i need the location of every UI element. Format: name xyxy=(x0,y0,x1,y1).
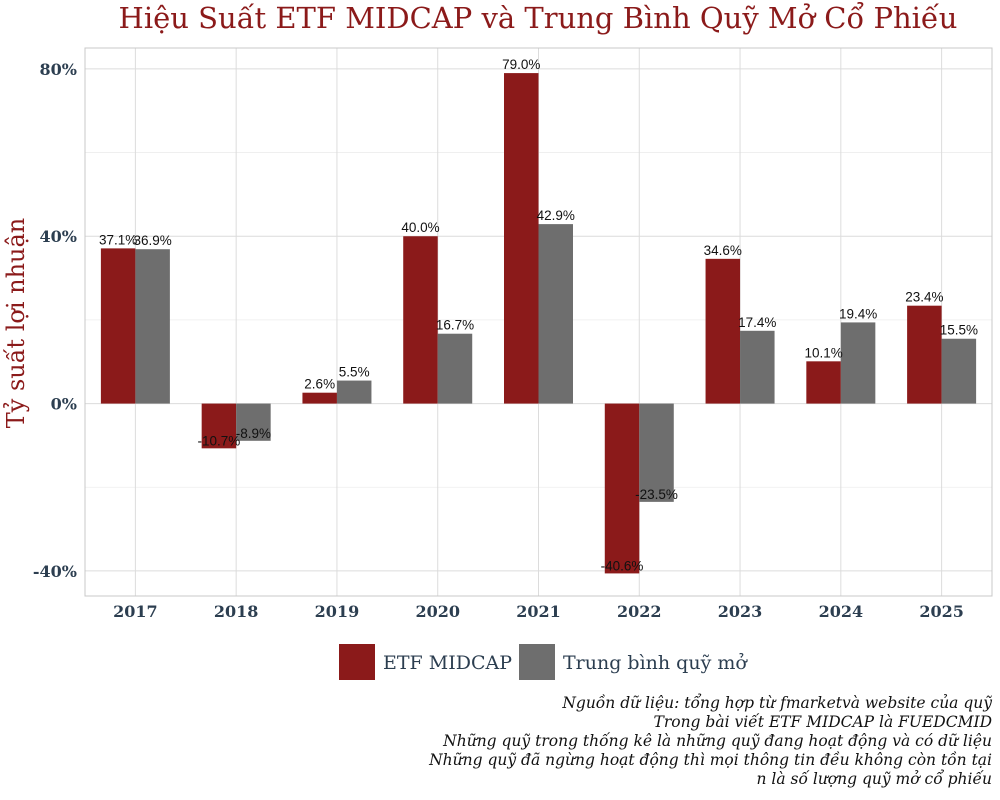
legend-label-etf-midcap: ETF MIDCAP xyxy=(383,652,512,674)
bar-etf-midcap-2024 xyxy=(806,361,841,404)
x-tick-label: 2017 xyxy=(113,602,158,621)
data-label: 10.1% xyxy=(804,345,842,360)
y-tick-label: -40% xyxy=(33,562,77,581)
y-tick-label: 0% xyxy=(51,395,77,414)
data-label: -10.7% xyxy=(198,433,241,448)
legend-swatch-trung-binh-quy-mo xyxy=(519,644,555,680)
x-tick-label: 2020 xyxy=(415,602,460,621)
x-tick-label: 2024 xyxy=(819,602,864,621)
x-tick-label: 2019 xyxy=(315,602,360,621)
legend: ETF MIDCAP Trung bình quỹ mở xyxy=(339,644,748,680)
x-tick-label: 2023 xyxy=(718,602,763,621)
data-label: 23.4% xyxy=(905,290,943,305)
bar-trung-binh-2021 xyxy=(538,224,573,404)
plot-frame xyxy=(84,47,993,597)
legend-label-trung-binh-quy-mo: Trung bình quỹ mở xyxy=(563,652,748,674)
caption-line: Trong bài viết ETF MIDCAP là FUEDCMID xyxy=(654,713,993,731)
bar-trung-binh-2020 xyxy=(437,333,473,404)
y-axis-label: Tỷ suất lợi nhuận xyxy=(2,218,30,429)
data-label: 34.6% xyxy=(704,243,742,258)
legend-swatch-etf-midcap xyxy=(339,644,375,680)
data-label: 19.4% xyxy=(839,306,877,321)
x-tick-label: 2021 xyxy=(516,602,561,621)
bar-etf-midcap-2022 xyxy=(604,403,640,574)
bar-etf-midcap-2018 xyxy=(201,403,237,449)
bar-etf-midcap-2020 xyxy=(403,236,438,404)
bar-etf-midcap-2019 xyxy=(302,392,337,404)
bar-trung-binh-2022 xyxy=(639,403,674,502)
data-labels: 37.1% -10.7% 2.6% 40.0% 79.0% -40.6% 34.6% 10.1… xyxy=(99,57,978,573)
bar-trung-binh-2019 xyxy=(336,380,372,404)
data-label: 42.9% xyxy=(537,208,575,223)
x-axis-ticks: 2017 2018 2019 2020 2021 2022 2023 2024 2025 xyxy=(113,602,964,621)
x-tick-label: 2022 xyxy=(617,602,662,621)
caption-line: Những quỹ đã ngừng hoạt động thì mọi thô… xyxy=(428,751,992,769)
bar-trung-binh-2024 xyxy=(840,322,876,404)
data-label: 17.4% xyxy=(738,315,776,330)
caption-line: Những quỹ trong thống kê là những quỹ đa… xyxy=(442,732,992,750)
y-axis-ticks: -40% 0% 40% 80% xyxy=(33,60,77,581)
caption: Nguồn dữ liệu: tổng hợp từ fmarketvà web… xyxy=(428,694,992,788)
data-label: -8.9% xyxy=(236,426,271,441)
bar-trung-binh-2025 xyxy=(941,338,977,404)
y-tick-label: 40% xyxy=(40,227,77,246)
y-tick-label: 80% xyxy=(40,60,77,79)
bar-trung-binh-2023 xyxy=(740,330,775,404)
bar-trung-binh-2018 xyxy=(236,403,271,441)
bar-etf-midcap-2017 xyxy=(100,248,136,404)
data-label: 40.0% xyxy=(401,220,439,235)
bar-etf-midcap-2023 xyxy=(705,258,741,404)
data-label: 36.9% xyxy=(133,233,171,248)
chart-title: Hiệu Suất ETF MIDCAP và Trung Bình Quỹ M… xyxy=(119,0,958,35)
data-label: 79.0% xyxy=(502,57,540,72)
caption-line: Nguồn dữ liệu: tổng hợp từ fmarketvà web… xyxy=(561,694,992,712)
x-tick-label: 2018 xyxy=(214,602,259,621)
data-label: -23.5% xyxy=(635,487,678,502)
bars xyxy=(100,73,977,574)
data-label: -40.6% xyxy=(601,558,644,573)
bar-etf-midcap-2025 xyxy=(907,305,942,404)
data-label: 2.6% xyxy=(304,377,335,392)
caption-line: n là số lượng quỹ mở cổ phiếu xyxy=(756,770,992,788)
data-label: 15.5% xyxy=(940,323,978,338)
bar-trung-binh-2017 xyxy=(135,249,170,404)
bar-etf-midcap-2021 xyxy=(504,73,539,404)
data-label: 37.1% xyxy=(99,232,137,247)
x-tick-label: 2025 xyxy=(919,602,964,621)
data-label: 16.7% xyxy=(436,318,474,333)
data-label: 5.5% xyxy=(339,365,370,380)
